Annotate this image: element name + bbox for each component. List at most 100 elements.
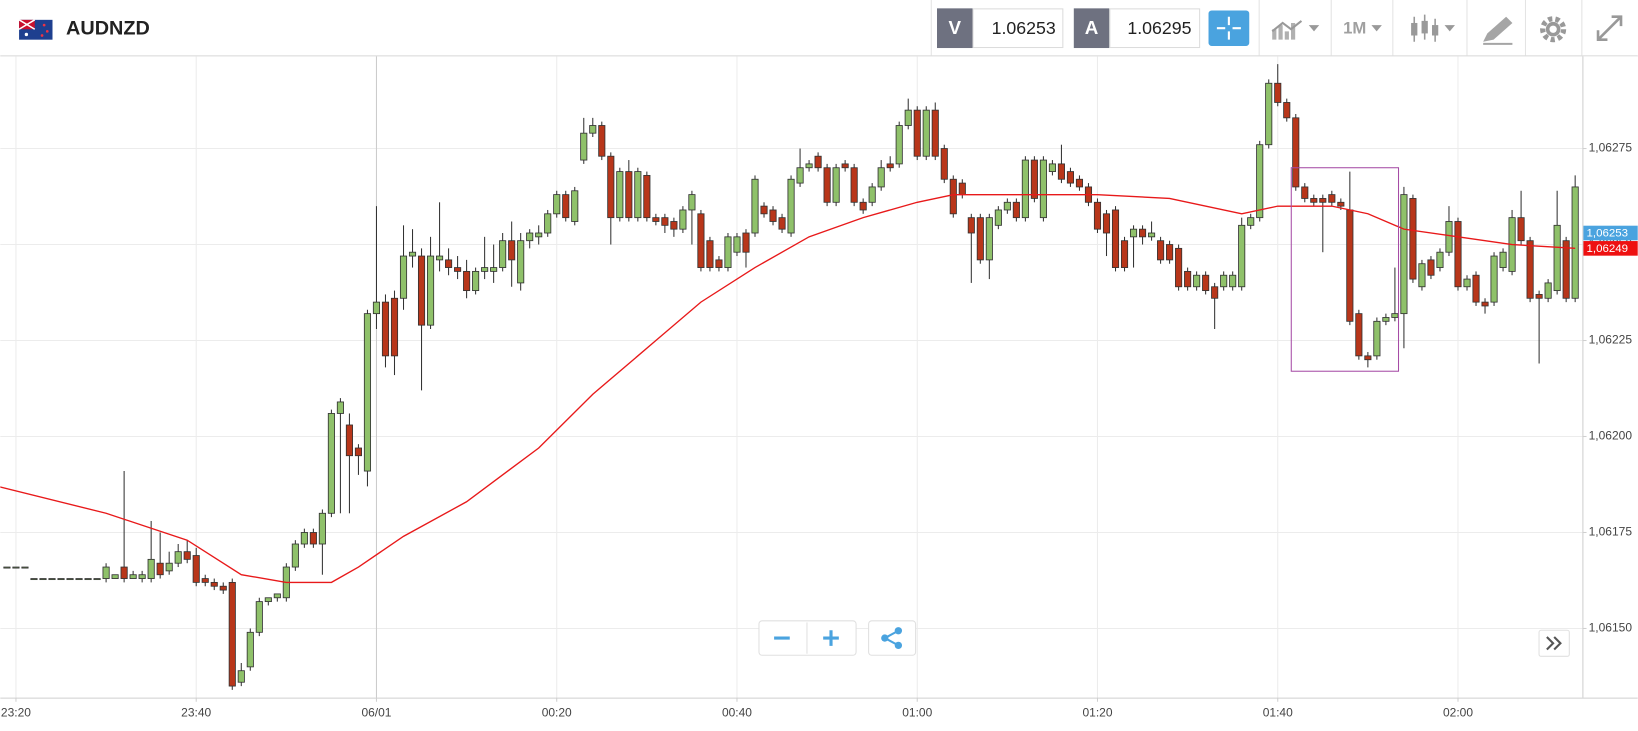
candle-body — [111, 574, 119, 579]
settings-button[interactable] — [1540, 16, 1567, 43]
candle-body — [1175, 247, 1183, 288]
candle-body — [1039, 159, 1047, 219]
candle-body — [517, 240, 525, 284]
candle-body — [399, 255, 408, 299]
candle-body — [1247, 217, 1255, 226]
y-tick-label: 1,06275 — [1589, 141, 1633, 155]
share-button[interactable] — [868, 620, 917, 656]
candle-body — [309, 532, 317, 545]
candle-body — [1310, 198, 1318, 203]
candle-body — [354, 447, 362, 457]
candle-body — [985, 217, 993, 261]
candle-body — [1265, 82, 1273, 146]
x-tick-label: 23:20 — [1, 705, 31, 719]
draw-tool-button[interactable] — [1483, 16, 1513, 45]
candle-body — [490, 267, 498, 272]
candle-body — [787, 178, 795, 234]
candle-body — [868, 186, 876, 203]
candle-body — [859, 201, 867, 211]
candle-body — [1319, 198, 1327, 203]
candle-body — [1436, 251, 1444, 268]
candle-body — [1184, 270, 1192, 288]
zoom-controls — [758, 620, 917, 656]
candle-body — [219, 585, 227, 591]
y-tick-label: 1,06225 — [1589, 333, 1633, 347]
separator — [1392, 0, 1394, 56]
candle-body — [1409, 198, 1417, 280]
candle-body — [508, 240, 516, 261]
candle-body — [3, 566, 11, 569]
candle-body — [778, 217, 786, 230]
fullscreen-button[interactable] — [1596, 15, 1623, 41]
candle-body — [499, 240, 507, 268]
candle-body — [1337, 201, 1345, 207]
x-tick-label: 01:40 — [1263, 705, 1293, 719]
scroll-right-button[interactable] — [1538, 629, 1570, 657]
candle-style-button[interactable] — [1411, 14, 1455, 42]
candle-body — [1021, 159, 1029, 219]
x-tick-label: 23:40 — [181, 705, 211, 719]
candle-body — [877, 167, 885, 188]
candle-body — [886, 163, 894, 169]
plot-area — [0, 64, 1579, 690]
candle-body — [1391, 313, 1399, 318]
candle-body — [1220, 274, 1228, 288]
timeframe-button[interactable]: 1M — [1343, 19, 1382, 38]
price-axis-panel — [1582, 56, 1638, 698]
candle-body — [679, 209, 687, 230]
candle-body — [931, 109, 939, 157]
candle-body — [436, 255, 444, 261]
candle-body — [1111, 209, 1120, 268]
candle-body — [661, 217, 669, 226]
candle-body — [147, 558, 155, 579]
candle-body — [1102, 213, 1111, 234]
sell-button[interactable]: V 1.06253 — [937, 8, 1064, 49]
candle-body — [48, 578, 56, 581]
zoom-in-button[interactable] — [823, 630, 839, 646]
candle-body — [823, 167, 831, 203]
candle-body — [805, 163, 813, 169]
candle-body — [724, 236, 732, 268]
candle-body — [138, 574, 146, 579]
candle-body — [571, 190, 579, 222]
chart-type-button[interactable] — [1271, 20, 1320, 40]
buy-button[interactable]: A 1.06295 — [1073, 8, 1201, 49]
candle-body — [30, 578, 38, 581]
candle-body — [228, 581, 236, 687]
candle-body — [1544, 282, 1552, 299]
sell-price: 1.06253 — [992, 18, 1056, 38]
flag-icon — [18, 19, 53, 40]
candle-body — [769, 209, 777, 222]
candle-body — [1292, 117, 1300, 188]
candle-body — [580, 132, 588, 161]
x-tick-label: 06/01 — [361, 705, 391, 719]
buy-label-box — [1073, 8, 1110, 49]
crosshair-button[interactable] — [1208, 10, 1250, 46]
candle-body — [120, 566, 128, 579]
candle-body — [381, 301, 390, 357]
header-bar — [0, 0, 1638, 56]
candle-body — [1346, 209, 1354, 322]
candle-body — [796, 167, 804, 184]
candle-body — [850, 167, 858, 203]
candle-body — [39, 578, 47, 581]
candle-body — [84, 578, 92, 581]
candle-body — [895, 125, 903, 165]
candle-body — [733, 236, 741, 253]
separator — [1258, 0, 1260, 56]
candle-body — [715, 259, 723, 268]
candle-body — [445, 259, 453, 268]
candle-body — [1535, 294, 1543, 299]
candle-body — [93, 578, 101, 581]
candle-body — [1274, 82, 1282, 103]
candle-body — [553, 194, 561, 215]
x-tick-label: 02:00 — [1443, 705, 1473, 719]
candle-body — [1057, 163, 1065, 180]
candle-body — [643, 174, 651, 219]
candle-body — [1211, 286, 1219, 299]
buy-price: 1.06295 — [1127, 18, 1191, 38]
candle-body — [75, 578, 83, 581]
candle-body — [1454, 221, 1462, 288]
